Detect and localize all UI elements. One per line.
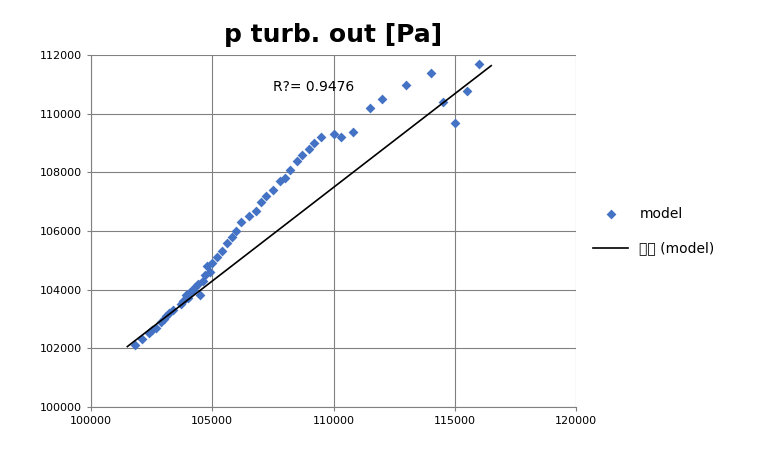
model bbox=[230, 227, 243, 235]
model bbox=[364, 104, 376, 112]
model bbox=[192, 280, 204, 287]
model bbox=[259, 192, 271, 200]
model bbox=[190, 283, 202, 290]
model bbox=[150, 324, 162, 331]
model bbox=[267, 186, 279, 194]
model bbox=[308, 140, 320, 147]
model bbox=[158, 315, 170, 322]
model bbox=[424, 69, 437, 77]
model bbox=[160, 312, 172, 320]
model bbox=[347, 128, 359, 135]
model bbox=[226, 233, 238, 241]
model bbox=[283, 166, 296, 173]
선형 (model) bbox=[487, 63, 496, 68]
model bbox=[216, 248, 228, 255]
model bbox=[199, 271, 211, 279]
model bbox=[196, 277, 208, 285]
model bbox=[162, 309, 174, 316]
Text: R?= 0.9476: R?= 0.9476 bbox=[273, 79, 354, 93]
model bbox=[174, 300, 186, 308]
model bbox=[235, 219, 247, 226]
model bbox=[400, 81, 412, 88]
model bbox=[437, 98, 449, 106]
model bbox=[250, 207, 262, 214]
model bbox=[461, 87, 473, 94]
model bbox=[473, 61, 485, 68]
model bbox=[315, 134, 327, 141]
model bbox=[155, 318, 168, 325]
model bbox=[206, 260, 218, 267]
model bbox=[335, 134, 347, 141]
model bbox=[184, 289, 196, 296]
model bbox=[182, 295, 194, 302]
model bbox=[211, 254, 223, 261]
model bbox=[243, 213, 255, 220]
Title: p turb. out [Pa]: p turb. out [Pa] bbox=[224, 23, 443, 47]
Legend: model, 선형 (model): model, 선형 (model) bbox=[588, 201, 720, 261]
Line: 선형 (model): 선형 (model) bbox=[127, 66, 491, 346]
model bbox=[194, 292, 206, 299]
model bbox=[274, 177, 287, 185]
model bbox=[146, 327, 158, 334]
model bbox=[136, 335, 148, 343]
model bbox=[202, 262, 214, 270]
model bbox=[186, 286, 199, 293]
model bbox=[143, 330, 155, 337]
model bbox=[177, 298, 190, 305]
model bbox=[291, 157, 303, 164]
model bbox=[279, 175, 291, 182]
model bbox=[303, 146, 315, 153]
model bbox=[180, 292, 192, 299]
model bbox=[376, 96, 388, 103]
model bbox=[327, 131, 340, 138]
model bbox=[204, 268, 216, 276]
model bbox=[449, 119, 461, 127]
model bbox=[221, 239, 233, 246]
model bbox=[296, 151, 308, 158]
model bbox=[255, 198, 267, 206]
선형 (model) bbox=[123, 344, 132, 349]
model bbox=[129, 341, 141, 349]
model bbox=[168, 306, 180, 314]
